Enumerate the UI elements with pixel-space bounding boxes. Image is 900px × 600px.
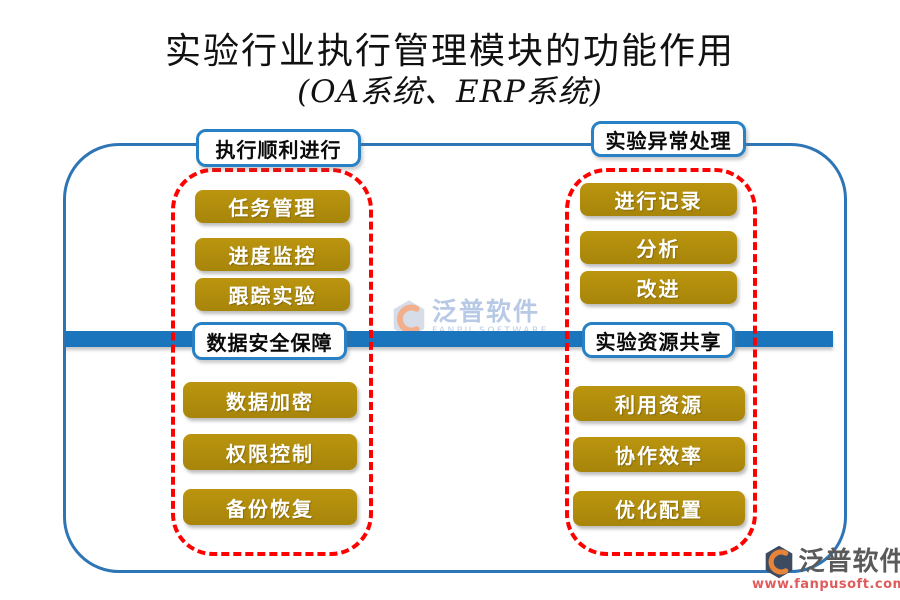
module-chip-collaboration-efficiency: 协作效率 (573, 437, 745, 472)
group-label-exception-handling: 实验异常处理 (591, 121, 746, 157)
module-chip-backup-recovery: 备份恢复 (183, 489, 357, 525)
watermark-name: 泛普软件 (432, 297, 541, 326)
module-chip-progress-monitoring: 进度监控 (195, 238, 350, 271)
brand-url: www.fanpusoft.com (752, 577, 900, 592)
brand-name: 泛普软件 (798, 547, 900, 577)
brand-hexagon-icon (765, 545, 792, 579)
group-label-resource-sharing: 实验资源共享 (582, 322, 735, 358)
group-label-smooth-execution: 执行顺利进行 (196, 129, 361, 167)
brand-logo: 泛普软件 www.fanpusoft.com (752, 545, 900, 592)
module-chip-resource-utilization: 利用资源 (573, 386, 745, 421)
module-chip-optimized-allocation: 优化配置 (573, 491, 745, 526)
page-subtitle: (OA系统、ERP系统) (297, 74, 603, 110)
module-chip-analysis: 分析 (580, 231, 737, 264)
module-chip-permission-control: 权限控制 (183, 434, 357, 470)
watermark-hexagon-icon (393, 300, 425, 338)
module-chip-experiment-tracking: 跟踪实验 (195, 278, 350, 311)
module-chip-record-keeping: 进行记录 (580, 183, 737, 216)
group-label-data-security: 数据安全保障 (192, 322, 347, 360)
page-title: 实验行业执行管理模块的功能作用 (164, 31, 735, 72)
module-chip-task-management: 任务管理 (195, 190, 350, 223)
dashed-frame-right (565, 168, 757, 556)
module-chip-improvement: 改进 (580, 271, 737, 304)
module-chip-data-encryption: 数据加密 (183, 382, 357, 418)
outer-rounded-frame (63, 143, 847, 573)
dashed-frame-left (171, 168, 373, 556)
